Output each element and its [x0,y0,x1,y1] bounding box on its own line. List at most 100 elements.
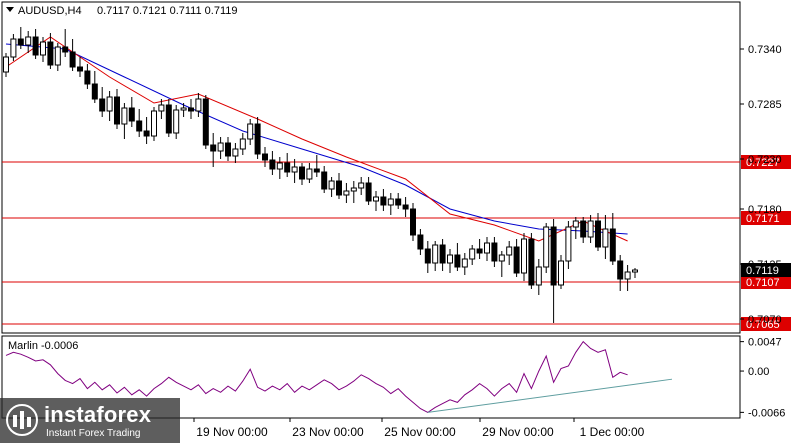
current-price-label: 0.7119 [746,265,779,277]
candle-body [313,168,320,173]
instaforex-logo-icon [6,404,38,436]
candle-body [269,159,276,170]
candle-body [165,104,172,134]
candle-body [602,228,609,248]
candle-body [10,38,17,58]
candle-body [121,107,128,125]
horizontal-levels: 0.7227 0.7171 0.7107 0.7065 [2,155,791,331]
watermark: instaforex Instant Forex Trading [0,398,180,443]
candle-body [365,182,372,202]
candle-body [69,51,76,68]
candle-body [136,120,143,132]
candle-body [262,153,268,161]
candle-body [284,162,291,173]
candle-body [195,98,202,112]
axes: 0.73400.72850.72300.71800.71250.70700.00… [193,44,785,439]
main-plot-frame [1,1,741,334]
candle-body [447,254,453,264]
ohlc-label: 0.7117 0.7121 0.7111 0.7119 [97,5,237,17]
candle-body [424,248,431,264]
candle-body [461,258,468,268]
candle-body [624,271,631,280]
candle-body [306,168,313,180]
candle-body [484,242,490,254]
candle-body [54,46,61,66]
level-price-label: 0.7065 [746,319,780,331]
time-axis-label: 29 Nov 00:00 [482,425,554,439]
indicator-tick-label: -0.0066 [748,407,785,419]
level-price-tag [741,211,791,225]
candle-body [543,226,550,268]
grid [1,1,741,419]
candle-body [32,36,39,56]
candle-body [595,220,601,248]
candle-body [143,130,150,137]
candle-body [128,107,135,122]
candle-body [387,198,394,206]
candle-body [528,238,535,286]
time-axis-label: 1 Dec 00:00 [580,425,645,439]
dropdown-triangle-icon [6,7,14,12]
candle-body [91,83,98,100]
candle-body [328,180,335,190]
candle-body [506,246,513,256]
candle-body [454,254,461,268]
candle-body [358,182,365,189]
slow-moving-average-line [5,43,628,235]
level-price-tag [741,317,791,331]
candle-body [151,110,157,137]
candle-body [580,220,587,238]
candle-body [106,96,113,112]
candle-body [513,246,520,274]
price-tick-label: 0.7180 [748,204,782,216]
price-tick-label: 0.7070 [748,314,782,326]
candle-body [114,96,120,125]
candle-body [158,104,165,112]
indicator-tick-label: 0.0047 [748,337,782,349]
candle-body [498,254,505,262]
candle-body [3,56,9,73]
candle-body [417,234,424,250]
candle-body [432,244,439,264]
candles [3,27,638,323]
level-price-tag [741,155,791,169]
labels: 0.7119 AUDUSD,H4 0.7117 0.7121 0.7111 0.71… [6,5,791,277]
time-axis-label: 19 Nov 00:00 [196,425,268,439]
candle-body [17,38,24,46]
candle-body [77,66,83,72]
candle-body [173,109,180,134]
candle-body [336,180,342,196]
candle-body [587,220,594,238]
candle-body [550,226,557,286]
candle-body [410,208,416,236]
candle-body [558,260,564,286]
price-tick-label: 0.7285 [748,99,782,111]
candle-body [617,260,624,280]
candle-body [210,144,217,152]
candle-body [521,238,527,274]
symbol-label: AUDUSD,H4 [18,5,82,17]
candle-body [535,266,542,286]
price-tick-label: 0.7230 [748,154,782,166]
candle-body [25,36,32,46]
candle-body [291,166,298,173]
candle-body [254,123,261,155]
candle-body [439,244,446,264]
marlin-trendline [427,378,673,413]
candle-body [62,46,69,53]
level-price-label: 0.7171 [746,213,780,225]
candle-body [469,248,476,260]
level-price-label: 0.7227 [746,157,780,169]
candle-body [99,98,106,112]
candle-body [276,162,283,170]
candle-body [217,142,224,152]
candle-body [40,41,46,56]
watermark-brand: instaforex [44,402,152,427]
candle-body [343,190,350,196]
candle-body [491,242,498,262]
candle-body [299,166,305,180]
candle-body [565,226,572,262]
candle-body [380,196,387,206]
time-axis-label: 23 Nov 00:00 [292,425,364,439]
